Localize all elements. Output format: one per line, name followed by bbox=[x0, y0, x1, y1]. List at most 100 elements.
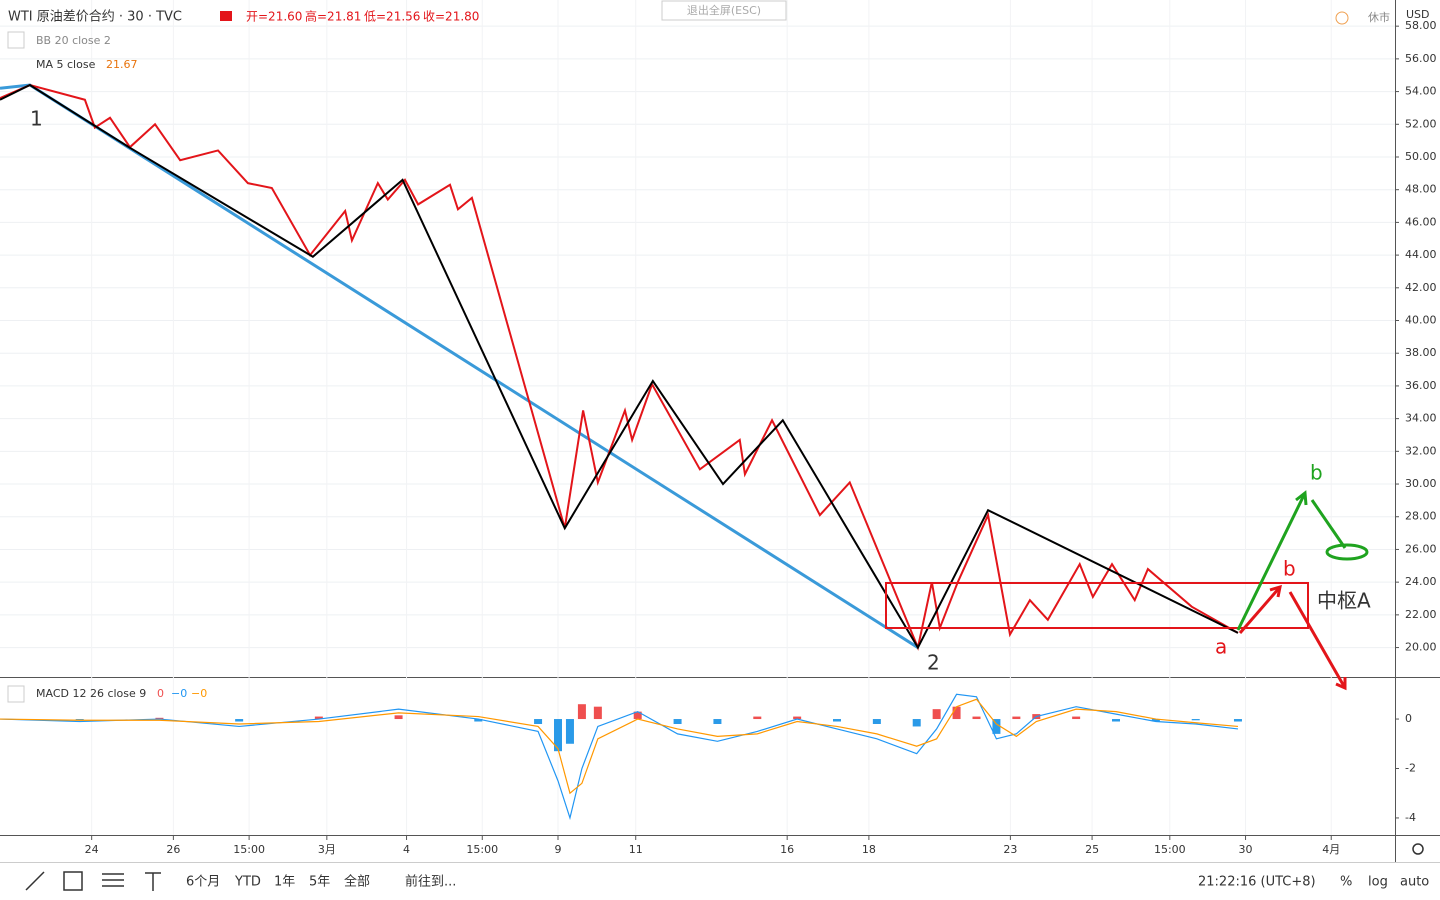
x-tick-label: 9 bbox=[555, 843, 562, 856]
x-tick-label: 24 bbox=[85, 843, 99, 856]
y-tick-label: 24.00 bbox=[1405, 575, 1437, 588]
macd-line bbox=[0, 693, 1239, 821]
zigzag-line bbox=[0, 83, 1239, 651]
y-tick-label: 52.00 bbox=[1405, 117, 1437, 130]
symbol: WTI 原油差价合约 · 30 · TVC bbox=[8, 10, 182, 25]
y-tick-label: 56.00 bbox=[1405, 52, 1437, 65]
y-tick-label: 54.00 bbox=[1405, 85, 1437, 98]
wave-label: b bbox=[1310, 461, 1323, 485]
collapse[interactable] bbox=[7, 31, 25, 49]
ohlc: 收=21.80 bbox=[423, 10, 479, 24]
y-tick-label: 58.00 bbox=[1405, 19, 1437, 32]
annotations: 1 2 a b b 中枢A bbox=[30, 107, 1371, 675]
exit-label[interactable]: 退出全屏(ESC) bbox=[687, 3, 761, 17]
y-tick-label: 50.00 bbox=[1405, 150, 1437, 163]
ohlc: 低=21.56 bbox=[364, 10, 420, 24]
ohlc: 开=21.60 bbox=[246, 10, 302, 24]
frame bbox=[0, 0, 1440, 863]
wave-label: 2 bbox=[927, 651, 940, 675]
histogram-bar bbox=[952, 706, 961, 720]
indicator: MA 5 close bbox=[36, 58, 96, 71]
y-tick-label: -2 bbox=[1405, 761, 1416, 774]
currency: USD bbox=[1406, 8, 1430, 21]
x-tick-label: 30 bbox=[1239, 843, 1253, 856]
alert-icon bbox=[1335, 11, 1349, 25]
x-tick-label: 18 bbox=[862, 843, 876, 856]
histogram-bar bbox=[314, 716, 323, 720]
histogram-bar bbox=[593, 706, 602, 720]
histogram-bar bbox=[1233, 719, 1242, 722]
indicator-value: 21.67 bbox=[106, 58, 138, 71]
x-tick-label: 16 bbox=[780, 843, 794, 856]
tool-rect[interactable] bbox=[63, 871, 83, 891]
histogram-bar bbox=[235, 719, 244, 722]
zigzag-line bbox=[0, 83, 919, 649]
y-tick-label: 28.00 bbox=[1405, 510, 1437, 523]
zigzag-line bbox=[0, 83, 1239, 650]
histogram-bar bbox=[1012, 716, 1021, 720]
histogram-bar bbox=[565, 719, 574, 744]
x-tick-label: 26 bbox=[166, 843, 180, 856]
range[interactable]: 全部 bbox=[344, 874, 370, 890]
log[interactable]: log bbox=[1368, 875, 1388, 890]
histogram-bar bbox=[753, 716, 762, 720]
histogram-bar bbox=[713, 719, 722, 724]
histogram-bar bbox=[534, 719, 543, 724]
histogram-bar bbox=[673, 719, 682, 724]
status: 休市 bbox=[1368, 10, 1390, 24]
tool-fib[interactable] bbox=[102, 873, 124, 887]
macd-title: MACD 12 26 close 9 bbox=[36, 687, 146, 700]
y-tick-label: 30.00 bbox=[1405, 477, 1437, 490]
histogram-bar bbox=[1191, 719, 1200, 721]
y-tick-label: 20.00 bbox=[1405, 641, 1437, 654]
range[interactable]: 5年 bbox=[309, 875, 330, 890]
percent[interactable]: % bbox=[1340, 875, 1352, 890]
y-tick-label: 26.00 bbox=[1405, 542, 1437, 555]
settings[interactable] bbox=[1412, 843, 1424, 855]
indicator: BB 20 close 2 bbox=[36, 34, 111, 47]
histogram-bar bbox=[932, 709, 941, 720]
x-tick-label: 15:00 bbox=[466, 843, 498, 856]
x-tick-label: 3月 bbox=[318, 843, 336, 856]
histogram-bar bbox=[554, 719, 562, 752]
x-tick-label: 4 bbox=[403, 843, 410, 856]
x-tick-label: 15:00 bbox=[1154, 843, 1186, 856]
histogram-bar bbox=[972, 716, 981, 720]
tool-text[interactable] bbox=[145, 872, 161, 891]
histogram-bar bbox=[577, 704, 586, 720]
x-tick-label: 4月 bbox=[1322, 843, 1340, 856]
ohlc: 高=21.81 bbox=[305, 9, 361, 24]
y-tick-label: 32.00 bbox=[1405, 444, 1437, 457]
range[interactable]: 1年 bbox=[274, 875, 295, 890]
y-tick-label: 48.00 bbox=[1405, 183, 1437, 196]
exit-button[interactable] bbox=[661, 0, 787, 21]
x-tick-label: 15:00 bbox=[233, 843, 265, 856]
histogram-bar bbox=[793, 716, 802, 720]
histogram-bar bbox=[1072, 716, 1081, 720]
y-tick-label: 36.00 bbox=[1405, 379, 1437, 392]
histogram-bar bbox=[474, 719, 483, 722]
zone-label: 中枢A bbox=[1317, 589, 1371, 613]
histogram-bar bbox=[872, 719, 881, 724]
wave-label: 1 bbox=[30, 107, 43, 131]
y-tick-label: 40.00 bbox=[1405, 314, 1437, 327]
auto[interactable]: auto bbox=[1400, 875, 1429, 890]
range[interactable]: YTD bbox=[234, 875, 261, 890]
plot: 20.00 22.00 24.00 26.00 28.00 30.00 32.00 34.00… bbox=[0, 0, 1437, 856]
tool-line[interactable] bbox=[25, 871, 45, 891]
toolbar bbox=[25, 843, 1424, 891]
toolbar-text: 6个月 YTD 1年 5年 全部 前往到... 21:22:16 (UTC+8)… bbox=[186, 874, 1429, 890]
clock: 21:22:16 (UTC+8) bbox=[1198, 875, 1316, 890]
collapse[interactable] bbox=[7, 685, 25, 703]
histogram-bar bbox=[633, 711, 642, 720]
y-tick-label: 38.00 bbox=[1405, 346, 1437, 359]
goto[interactable]: 前往到... bbox=[405, 874, 456, 890]
range[interactable]: 6个月 bbox=[186, 875, 220, 890]
macd-legend: −0 bbox=[191, 687, 207, 700]
projection bbox=[1236, 490, 1369, 691]
x-tick-label: 23 bbox=[1003, 843, 1017, 856]
macd-line bbox=[0, 698, 1239, 795]
wave-label: b bbox=[1283, 557, 1296, 581]
header: WTI 原油差价合约 · 30 · TVC 开=21.60 高=21.81 低=… bbox=[7, 0, 1430, 703]
